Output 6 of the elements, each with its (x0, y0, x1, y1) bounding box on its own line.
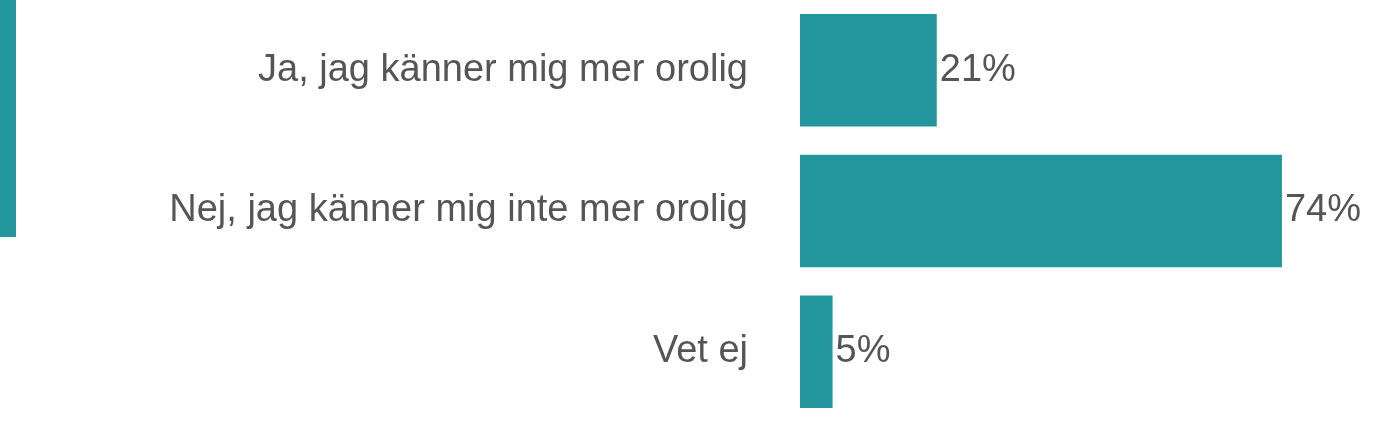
y-tick-label: Ja, jag känner mig mer orolig (258, 46, 748, 89)
data-label: 21% (939, 46, 1016, 89)
data-label: 5% (835, 328, 891, 371)
data-label: 74% (1284, 187, 1361, 230)
y-tick-label: Vet ej (652, 328, 748, 371)
y-tick-label: Nej, jag känner mig inte mer orolig (169, 187, 748, 230)
